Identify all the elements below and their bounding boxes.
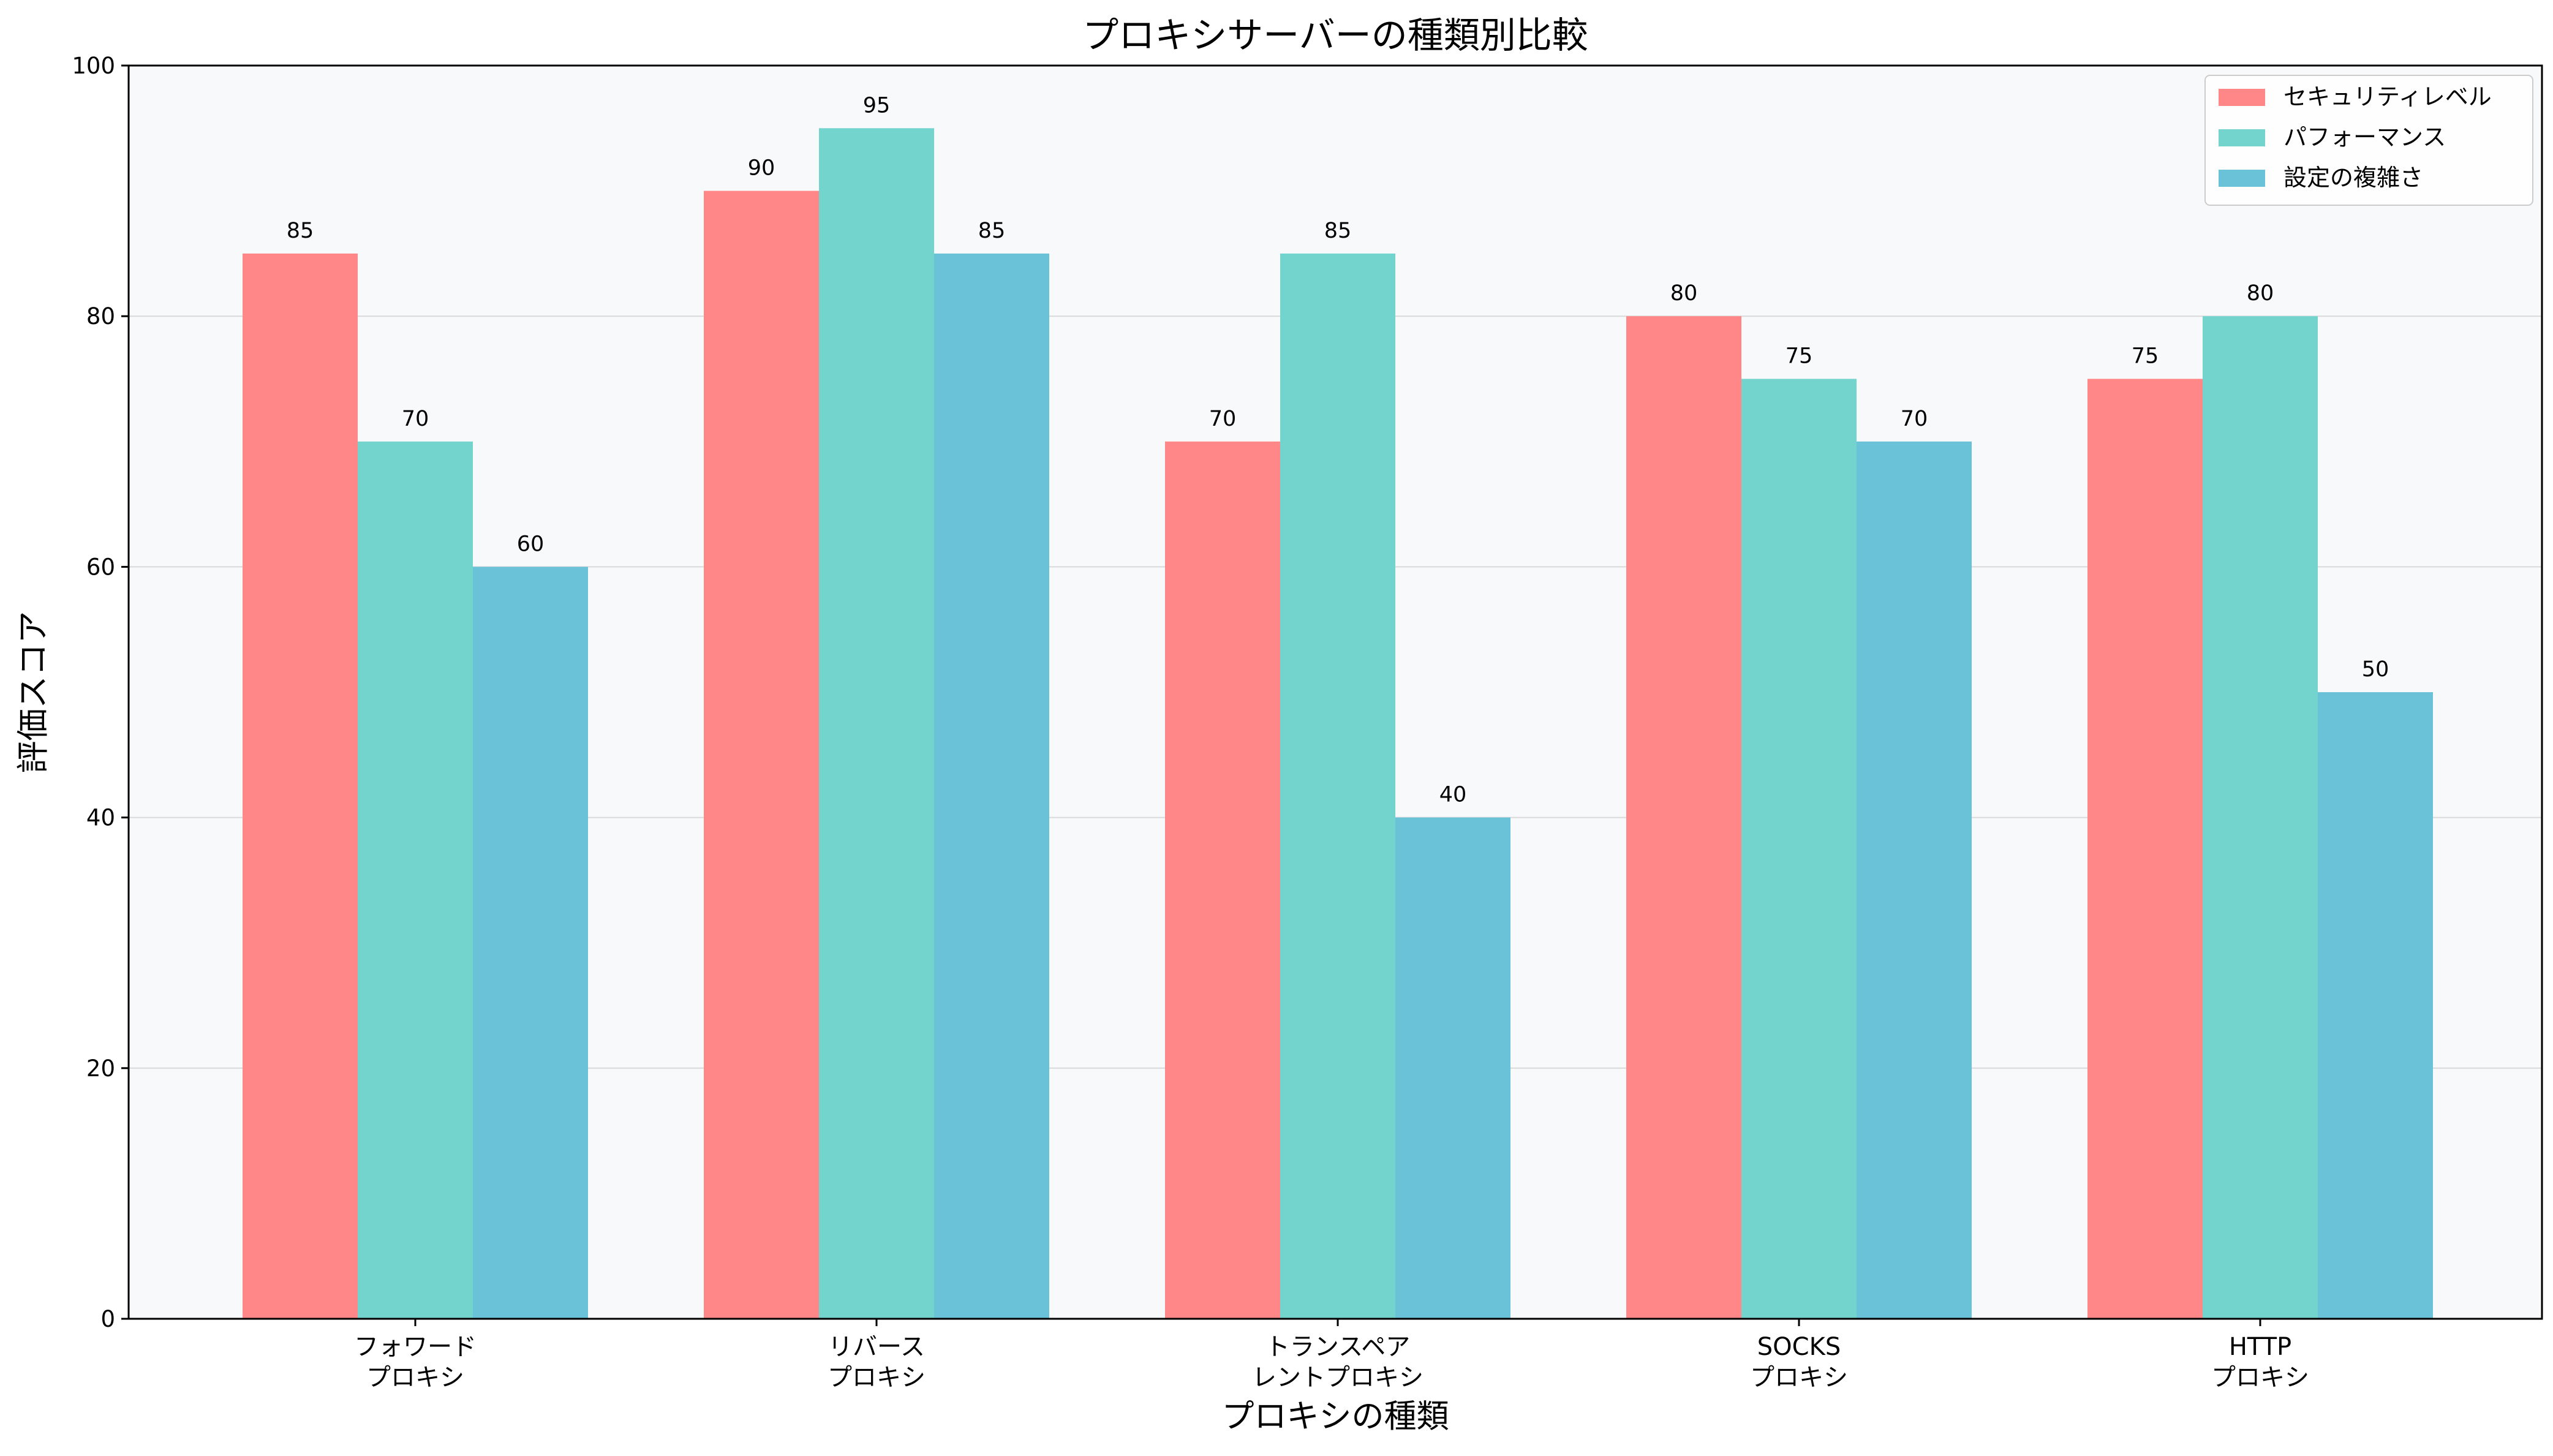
bar-value-label: 95 — [863, 93, 891, 118]
legend-swatch — [2219, 129, 2265, 146]
bar — [2203, 316, 2318, 1319]
bar-value-label: 50 — [2362, 657, 2389, 682]
bar — [2318, 692, 2433, 1319]
x-tick-label: リバース — [828, 1333, 925, 1361]
y-axis-label: 評価スコア — [15, 611, 52, 774]
bar-value-label: 85 — [978, 219, 1006, 243]
bar-value-label: 40 — [1439, 783, 1467, 807]
bar — [243, 253, 358, 1319]
y-tick-label: 100 — [72, 53, 115, 79]
legend-entry: 設定の複雑さ — [2283, 164, 2423, 191]
bar — [1857, 441, 1972, 1319]
bar — [934, 253, 1049, 1319]
y-axis-ticks: 0 20 40 60 80 100 — [72, 53, 129, 1332]
x-tick-label: フォワード — [354, 1333, 477, 1361]
bar — [1626, 316, 1741, 1319]
chart-title: プロキシサーバーの種類別比較 — [1082, 14, 1588, 56]
bar-value-label: 75 — [1786, 344, 1813, 369]
legend-entry: パフォーマンス — [2283, 124, 2446, 151]
legend-entry: セキュリティレベル — [2283, 83, 2492, 110]
bar-value-label: 85 — [287, 219, 314, 243]
bar — [1280, 253, 1395, 1319]
legend-box — [2204, 75, 2533, 206]
bar-value-label: 70 — [1209, 407, 1237, 431]
x-axis-label: プロキシの種類 — [1222, 1398, 1449, 1435]
legend-swatch — [2219, 89, 2265, 106]
x-tick-label: HTTP — [2229, 1333, 2291, 1361]
bar-value-label: 75 — [2132, 344, 2159, 369]
x-tick-label: レントプロキシ — [1252, 1364, 1424, 1392]
bar — [819, 128, 934, 1319]
bar — [473, 567, 588, 1319]
bar-value-label: 90 — [748, 156, 775, 181]
x-tick-label: トランスペア — [1265, 1333, 1410, 1361]
x-tick-label: プロキシ — [1750, 1364, 1848, 1392]
bar — [358, 441, 473, 1319]
bar-value-label: 80 — [2247, 281, 2274, 306]
bar-value-label: 85 — [1324, 219, 1352, 243]
x-tick-label: プロキシ — [828, 1364, 926, 1392]
bar-value-label: 70 — [1901, 407, 1928, 431]
y-tick-label: 0 — [100, 1306, 115, 1332]
legend-swatch — [2219, 170, 2265, 187]
y-tick-label: 20 — [86, 1055, 115, 1082]
bars — [243, 128, 2433, 1319]
y-tick-label: 80 — [86, 303, 115, 330]
bar-value-label: 80 — [1670, 281, 1698, 306]
bar — [2087, 379, 2203, 1319]
bar-value-label: 60 — [517, 532, 545, 556]
bar — [1165, 441, 1280, 1319]
x-tick-label: プロキシ — [366, 1364, 464, 1392]
y-tick-label: 40 — [86, 805, 115, 831]
x-tick-label: SOCKS — [1757, 1333, 1841, 1361]
plot-frame — [127, 64, 2543, 1320]
bar — [1395, 817, 1510, 1319]
bar — [704, 190, 819, 1319]
y-tick-label: 60 — [86, 554, 115, 580]
value-labels: 85 70 60 90 95 85 70 85 40 80 75 70 75 80 50 — [287, 93, 2389, 807]
bar-value-label: 70 — [402, 407, 429, 431]
x-tick-label: プロキシ — [2211, 1364, 2309, 1392]
bar — [1741, 379, 1857, 1319]
